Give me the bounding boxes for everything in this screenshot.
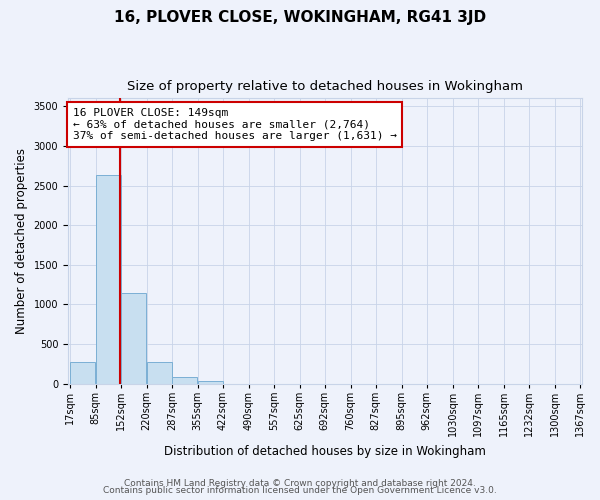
Y-axis label: Number of detached properties: Number of detached properties [15, 148, 28, 334]
X-axis label: Distribution of detached houses by size in Wokingham: Distribution of detached houses by size … [164, 444, 486, 458]
Text: Contains public sector information licensed under the Open Government Licence v3: Contains public sector information licen… [103, 486, 497, 495]
Bar [70, 362, 95, 384]
Bar [147, 362, 172, 384]
Text: Contains HM Land Registry data © Crown copyright and database right 2024.: Contains HM Land Registry data © Crown c… [124, 478, 476, 488]
Bar [198, 380, 223, 384]
Text: 16 PLOVER CLOSE: 149sqm
← 63% of detached houses are smaller (2,764)
37% of semi: 16 PLOVER CLOSE: 149sqm ← 63% of detache… [73, 108, 397, 141]
Bar [96, 175, 121, 384]
Bar [172, 378, 197, 384]
Bar [121, 294, 146, 384]
Title: Size of property relative to detached houses in Wokingham: Size of property relative to detached ho… [127, 80, 523, 93]
Text: 16, PLOVER CLOSE, WOKINGHAM, RG41 3JD: 16, PLOVER CLOSE, WOKINGHAM, RG41 3JD [114, 10, 486, 25]
